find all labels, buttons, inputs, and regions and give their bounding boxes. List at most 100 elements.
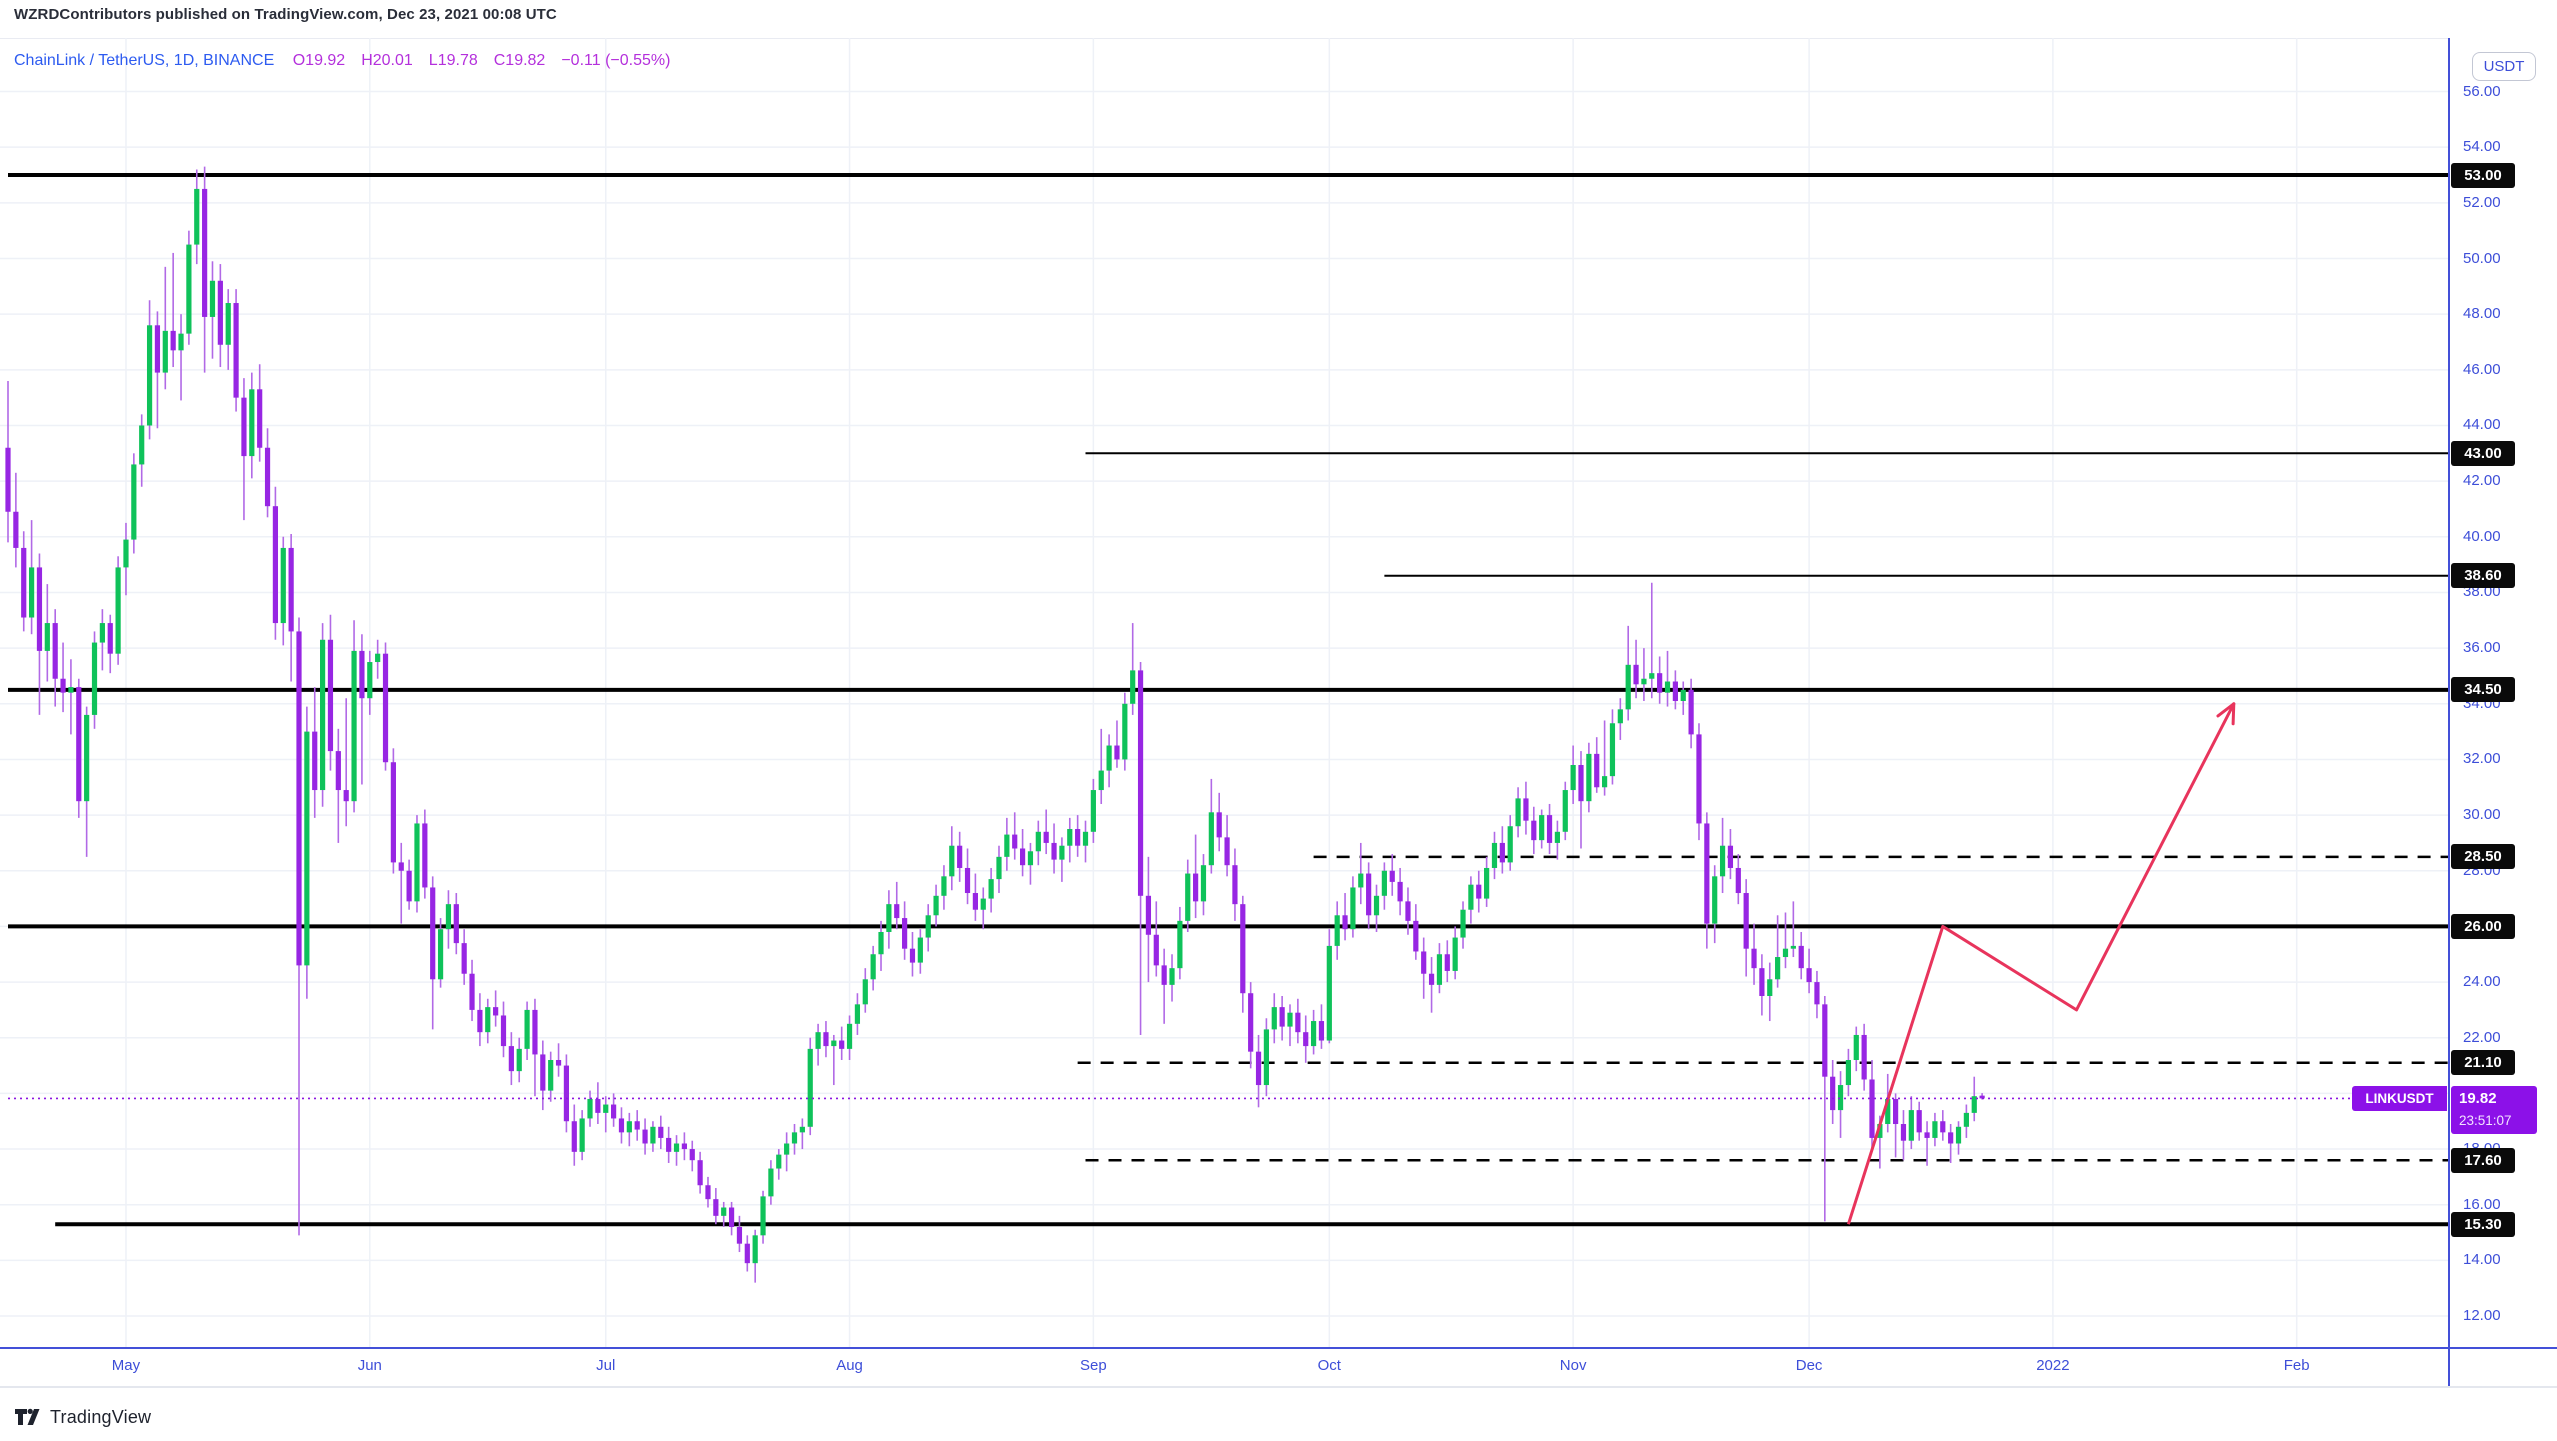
candle-up [68,687,74,693]
candle-down [1342,915,1348,930]
candle-up [1932,1121,1938,1138]
candle-down [1012,834,1018,849]
candle-up [1436,954,1443,985]
candle-up [485,1007,491,1033]
candle-down [555,1060,562,1066]
candle-up [980,898,986,910]
footer-divider [0,1386,2557,1388]
y-axis-tick: 22.00 [2463,1028,2501,1046]
y-axis-tick: 54.00 [2463,138,2501,156]
candle-up [1208,812,1214,866]
price-level-badge-43.00: 43.00 [2451,440,2515,466]
candle-down [5,447,11,512]
candle-up [84,714,90,802]
candle-down [1633,664,1639,685]
candle-up [815,1032,821,1049]
candle-up [1877,1124,1883,1138]
candle-down [76,687,82,802]
last-price-badge: 19.82 23:51:07 [2451,1085,2537,1134]
candle-down [272,506,279,624]
legend-h-value: H20.01 [361,52,413,69]
candle-up [1169,968,1175,985]
candle-down [1916,1110,1922,1133]
candle-down [1476,884,1482,899]
y-axis-tick: 52.00 [2463,193,2501,211]
last-price-symbol-flag: LINKUSDT [2352,1085,2447,1111]
candle-down [658,1126,664,1138]
candle-up [548,1060,554,1091]
candle-up [1554,831,1561,843]
x-axis-label-Feb: Feb [2283,1357,2310,1374]
last-price-value: 19.82 [2459,1089,2497,1107]
candle-down [1499,842,1505,863]
projection-arrowhead [2216,702,2236,718]
y-axis-tick: 40.00 [2463,527,2501,545]
legend-c-value: C19.82 [493,52,546,69]
candle-down [1523,798,1529,821]
price-level-badge-15.30: 15.30 [2451,1211,2515,1237]
tradingview-logo-icon [15,1408,40,1425]
candle-up [1326,945,1332,1041]
candle-up [131,464,137,540]
candle-down [1672,681,1678,701]
candle-up [91,642,98,715]
candle-down [563,1065,570,1122]
chart-canvas[interactable]: ChainLink / TetherUS, 1D, BINANCE O19.92… [0,0,2448,1347]
x-axis-label-Aug: Aug [836,1357,863,1374]
candle-down [1751,948,1757,969]
candle-down [1822,1004,1828,1077]
candle-up [225,303,231,345]
tradingview-logo[interactable]: TradingView [14,1404,151,1430]
candle-down [1806,968,1812,983]
price-level-badge-38.60: 38.60 [2451,563,2515,589]
candle-down [1735,867,1741,894]
candle-down [241,397,247,457]
candle-down [1216,812,1222,838]
candle-up [917,937,923,963]
candle-down [634,1121,640,1130]
candle-down [972,893,978,910]
time-axis-border [0,1347,2557,1349]
candle-up [1680,689,1686,701]
projection-trend-line [1846,703,2236,1225]
candle-up [1177,920,1183,969]
candle-up [1460,909,1466,938]
candle-down [1814,982,1820,1005]
candle-down [618,1118,625,1133]
price-axis[interactable]: USDT 19.82 23:51:07 12.0014.0016.0018.00… [2448,38,2557,1386]
candle-up [194,188,200,245]
candle-up [996,856,1002,880]
currency-badge[interactable]: USDT [2472,52,2536,81]
candle-down [327,639,334,752]
candle-down [1248,993,1254,1052]
y-axis-tick: 12.00 [2463,1307,2501,1325]
candle-up [799,1126,805,1133]
chart-legend: ChainLink / TetherUS, 1D, BINANCE O19.92… [14,52,686,70]
candle-down [461,943,467,974]
symbol-title[interactable]: ChainLink / TetherUS, 1D, BINANCE [14,52,275,69]
candle-down [21,547,27,618]
candle-up [1617,709,1623,724]
candle-down [343,790,349,802]
candle-down [170,330,176,351]
candle-up [367,662,373,699]
candle-down [312,731,318,791]
candle-down [1594,753,1600,788]
candle-down [681,1143,687,1150]
candle-up [1649,673,1655,679]
candle-up [1963,1112,1969,1127]
candle-down [493,1007,499,1016]
candle-down [532,1009,538,1055]
candle-down [52,623,58,679]
candle-down [1893,1098,1899,1125]
candle-up [846,1023,853,1049]
candle-down [1240,904,1246,994]
candle-up [1664,681,1671,693]
time-axis[interactable]: May Jun Jul Aug Sep Oct Nov Dec 2022 Feb [0,1347,2448,1386]
candle-down [390,762,396,863]
candle-up [1373,895,1380,916]
candle-up [673,1143,680,1152]
candle-down [1428,973,1435,985]
candle-down [430,887,436,980]
candle-down [1531,820,1537,841]
